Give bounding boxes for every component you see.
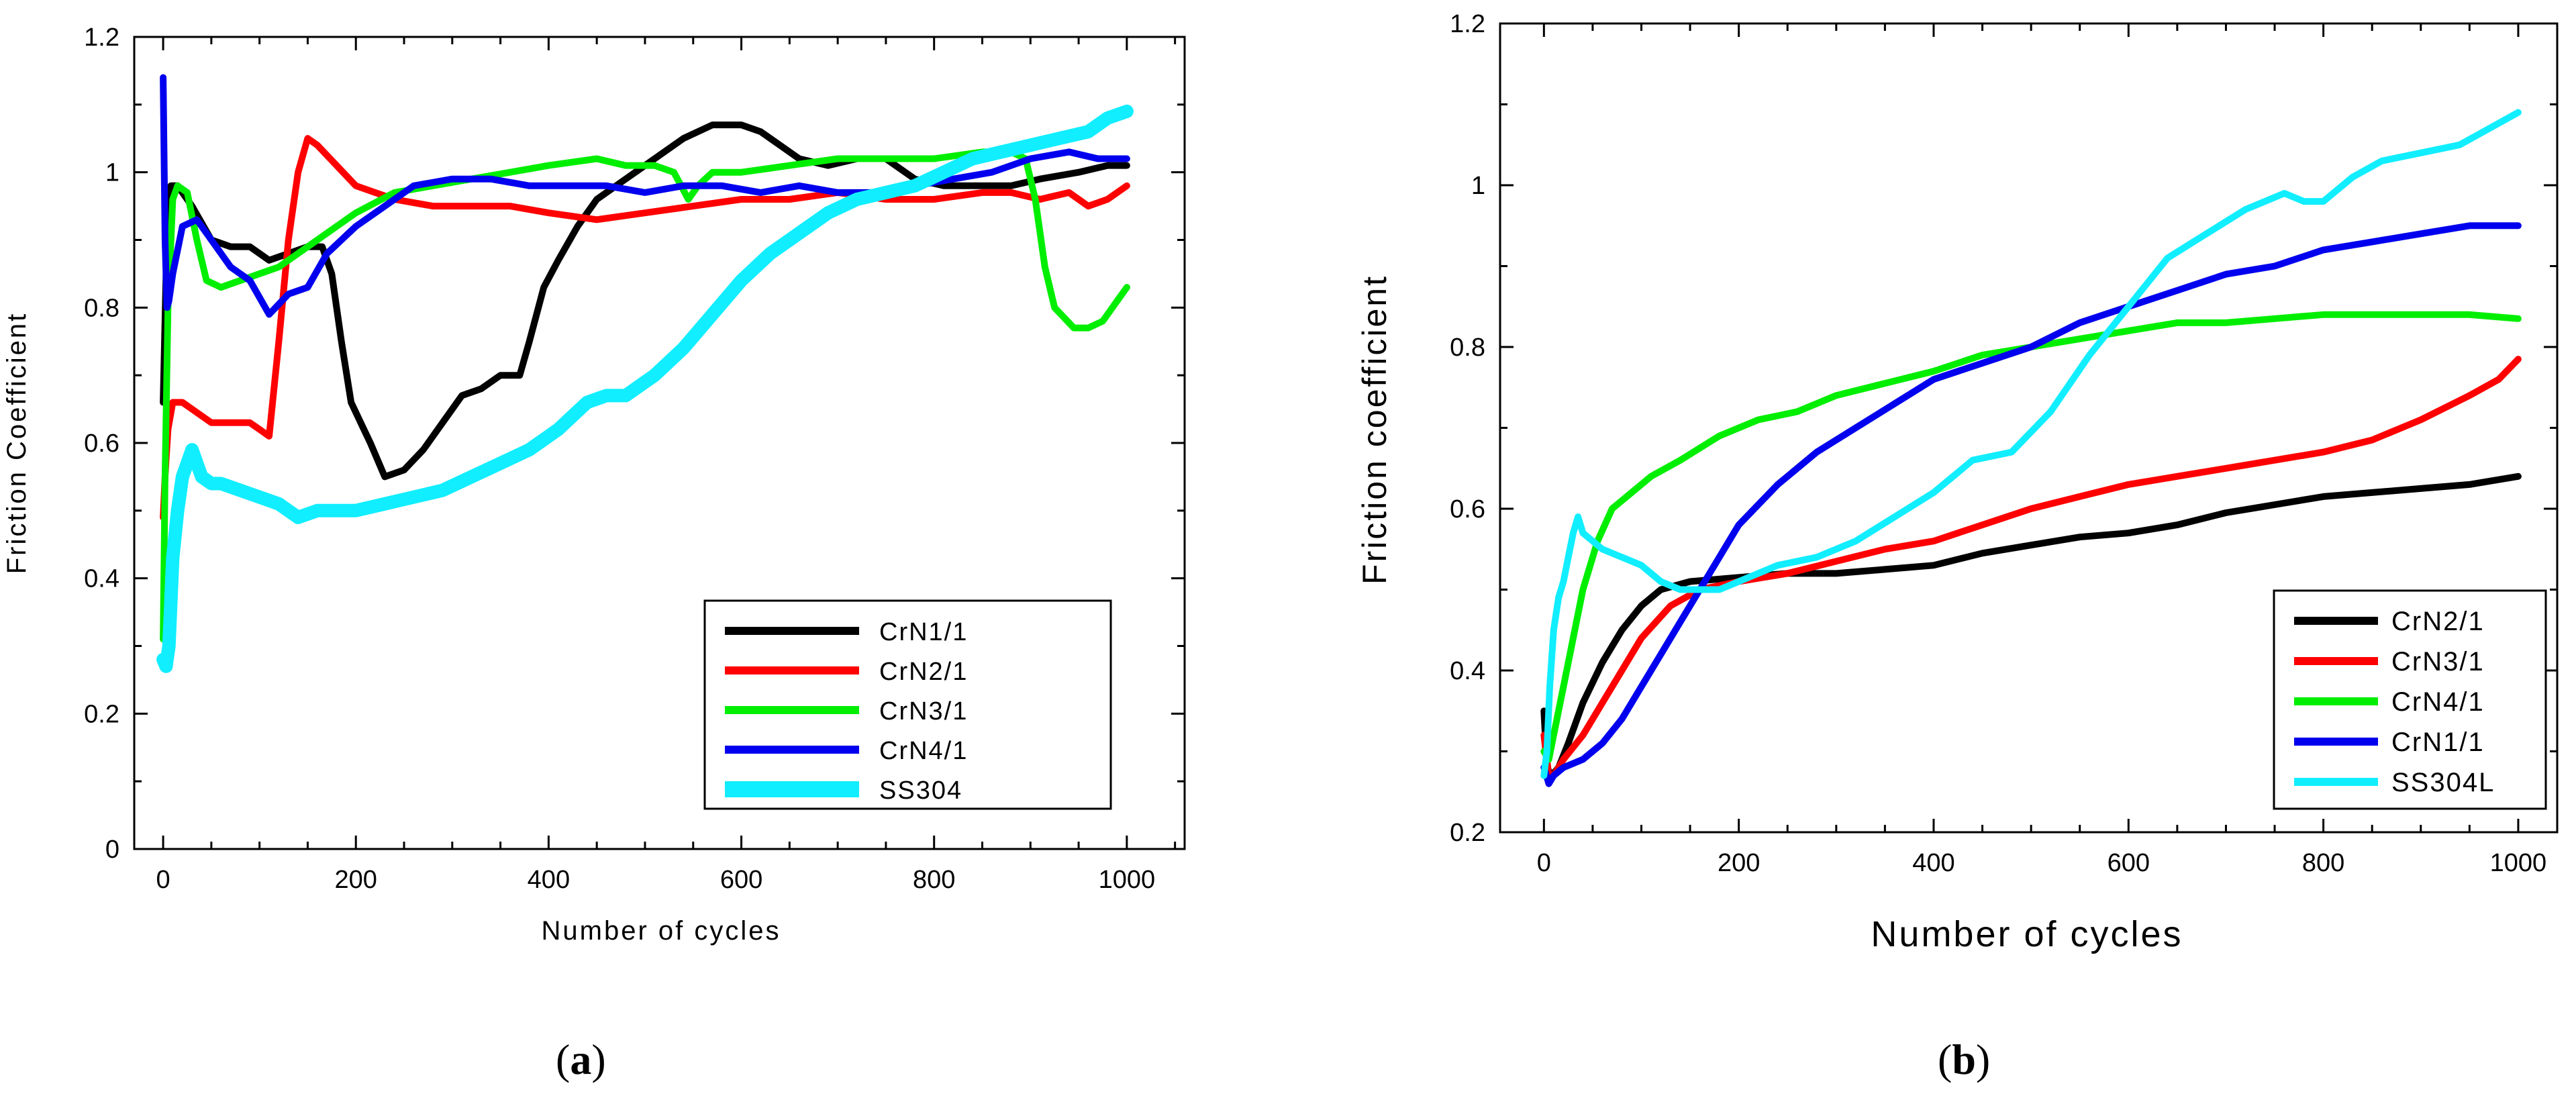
series-line-crn3-1 (1540, 356, 2522, 779)
legend-label: SS304L (2391, 768, 2495, 797)
legend-label: CrN4/1 (879, 737, 968, 765)
series-line-crn2-1 (1540, 472, 2522, 779)
legend-label: CrN1/1 (2391, 728, 2485, 757)
y-tick-label: 0 (105, 836, 119, 864)
series-line-crn1-1 (160, 121, 1130, 481)
x-tick-label: 200 (335, 866, 377, 894)
x-axis-label: Number of cycles (542, 916, 781, 946)
series-line-ss304 (156, 104, 1134, 673)
x-tick-label: 800 (2302, 849, 2344, 877)
series-line-crn4-1 (160, 74, 1130, 318)
series-line-crn3-1 (160, 148, 1130, 643)
y-tick-label: 1 (105, 159, 119, 187)
x-tick-label: 200 (1718, 849, 1760, 877)
legend-label: CrN1/1 (879, 618, 968, 646)
x-tick-label: 600 (2108, 849, 2150, 877)
x-tick-label: 800 (913, 866, 955, 894)
legend: CrN2/1 CrN3/1 CrN4/1 CrN1/1 SS304L (2273, 589, 2547, 810)
legend: CrN1/1 CrN2/1 CrN3/1 CrN4/1 SS304 (703, 599, 1112, 810)
panel-label-b: (b) (1938, 1036, 1991, 1083)
y-tick-label: 0.4 (1450, 657, 1485, 685)
chart-panel-b: 0.2 0.4 0.6 0.8 1 1.2 0 200 400 600 800 1000 Number … (1356, 10, 2559, 954)
legend-label: CrN3/1 (879, 697, 968, 726)
x-tick-label: 400 (1912, 849, 1954, 877)
x-axis-label: Number of cycles (1871, 914, 2183, 954)
y-tick-label: 1.2 (84, 23, 119, 52)
x-tick-label: 1000 (2490, 849, 2547, 877)
legend-label: SS304 (879, 777, 962, 805)
y-tick-label: 0.8 (1450, 334, 1485, 362)
panel-label-b-letter: b (1952, 1036, 1976, 1083)
series-line-crn4-1 (1540, 311, 2522, 763)
legend-label: CrN3/1 (2391, 647, 2485, 677)
x-tick-label: 400 (528, 866, 570, 894)
y-tick-label: 0.4 (84, 565, 119, 593)
y-tick-label: 1 (1471, 172, 1485, 200)
legend-label: CrN2/1 (2391, 607, 2485, 636)
y-axis-label: Friction Coefficient (2, 312, 32, 574)
x-tick-label: 0 (1537, 849, 1551, 877)
y-tick-label: 0.6 (84, 430, 119, 458)
y-axis-label: Friction coefficient (1356, 274, 1393, 585)
legend-label: CrN4/1 (2391, 687, 2485, 717)
series-line-ss304l (1540, 109, 2522, 779)
series-line-crn1-1 (1540, 222, 2522, 787)
x-tick-label: 1000 (1099, 866, 1156, 894)
legend-box (703, 599, 1112, 810)
panel-label-a: (a) (556, 1036, 606, 1083)
y-tick-label: 0.2 (84, 700, 119, 728)
y-tick-label: 0.2 (1450, 819, 1485, 847)
series-line-crn2-1 (160, 135, 1130, 521)
y-tick-label: 0.8 (84, 294, 119, 322)
x-tick-label: 0 (156, 866, 170, 894)
x-tick-label: 600 (720, 866, 762, 894)
panel-label-a-letter: a (570, 1036, 592, 1083)
legend-label: CrN2/1 (879, 658, 968, 686)
y-tick-label: 0.6 (1450, 495, 1485, 523)
y-tick-label: 1.2 (1450, 10, 1485, 38)
chart-panel-a: 0 0.2 0.4 0.6 0.8 1 1.2 0 200 400 600 800 1000 Number… (2, 23, 1186, 946)
